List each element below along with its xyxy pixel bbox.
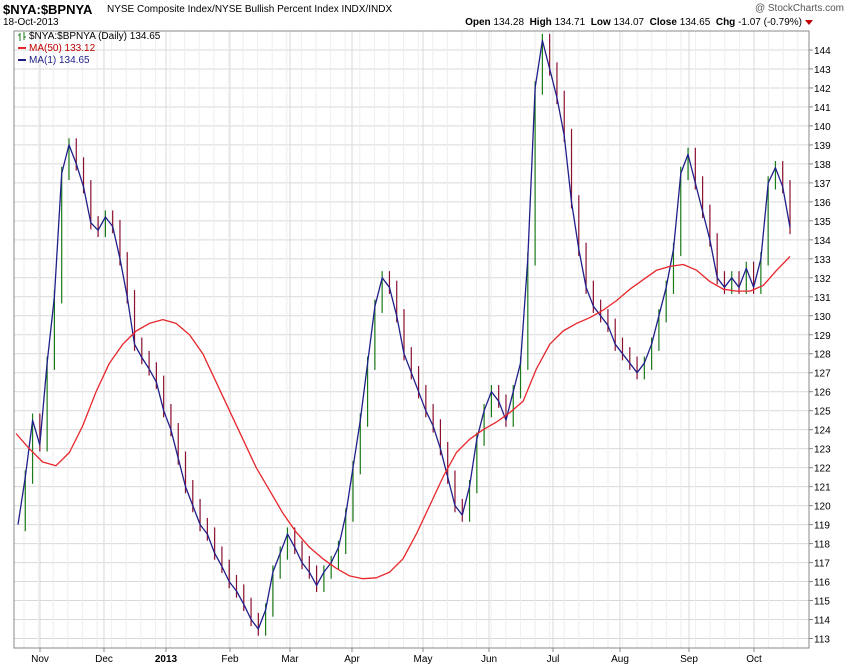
y-tick-label: 121	[814, 483, 831, 494]
y-tick-label: 138	[814, 160, 831, 171]
x-tick-label: Aug	[611, 654, 629, 665]
brand-watermark[interactable]: @ StockCharts.com	[754, 3, 844, 14]
open-label: Open	[465, 17, 491, 28]
low-label: Low	[590, 17, 611, 28]
x-tick-label: Jun	[481, 654, 497, 665]
x-tick-label: Sep	[680, 654, 698, 665]
close-label: Close	[649, 17, 677, 28]
y-tick-label: 118	[814, 540, 830, 551]
x-tick-label: Mar	[281, 654, 299, 665]
ohlc-bar-icon	[18, 31, 27, 41]
ohlc-readout: Open 134.28 High 134.71 Low 134.07 Close…	[465, 17, 813, 28]
y-tick-label: 116	[814, 578, 830, 589]
low-value: 134.07	[613, 17, 645, 28]
y-tick-label: 115	[814, 597, 830, 608]
series-lines	[15, 39, 791, 630]
y-tick-label: 113	[814, 635, 830, 646]
y-tick-label: 123	[814, 445, 831, 456]
ma1-line	[17, 39, 791, 630]
legend-ma50-label: MA(50) 133.12	[29, 43, 96, 54]
y-tick-label: 139	[814, 141, 831, 152]
x-tick-label: Oct	[746, 654, 762, 665]
down-arrow-icon	[805, 19, 813, 25]
y-tick-label: 141	[814, 103, 831, 114]
y-tick-label: 126	[814, 388, 831, 399]
y-tick-label: 133	[814, 255, 831, 266]
x-tick-label: Nov	[31, 654, 49, 665]
y-tick-label: 114	[814, 616, 830, 627]
chg-label: Chg	[715, 17, 736, 28]
ma50-swatch	[18, 47, 26, 50]
chg-value: -1.07 (-0.79%)	[738, 17, 802, 28]
close-value: 134.65	[679, 17, 711, 28]
x-tick-label: 2013	[155, 654, 178, 665]
y-tick-label: 144	[814, 46, 831, 57]
y-tick-label: 134	[814, 236, 831, 247]
chart-header: $NYA:$BPNYA NYSE Composite Index/NYSE Bu…	[0, 0, 850, 32]
y-tick-label: 137	[814, 179, 831, 190]
y-tick-label: 125	[814, 407, 831, 418]
y-tick-label: 122	[814, 464, 831, 475]
y-tick-label: 130	[814, 312, 831, 323]
ma1-swatch	[18, 59, 26, 62]
y-tick-label: 120	[814, 502, 831, 513]
y-tick-label: 117	[814, 559, 830, 570]
y-tick-label: 127	[814, 369, 831, 380]
y-tick-label: 128	[814, 350, 831, 361]
y-tick-label: 119	[814, 521, 830, 532]
high-label: High	[529, 17, 552, 28]
x-axis: Nov Dec 2013 Feb Mar Apr May Jun Jul Aug Sep Oct	[31, 648, 762, 665]
x-tick-label: Feb	[221, 654, 239, 665]
y-tick-label: 142	[814, 84, 831, 95]
x-tick-label: Dec	[95, 654, 113, 665]
y-tick-label: 124	[814, 426, 831, 437]
legend-price-label: $NYA:$BPNYA (Daily) 134.65	[29, 31, 161, 42]
y-axis: 113 114 115 116 117 118 119 120 121 122 123 124 125 1…	[809, 46, 831, 646]
legend-ma50: MA(50) 133.12	[18, 43, 160, 55]
y-tick-label: 135	[814, 217, 831, 228]
chart-description: NYSE Composite Index/NYSE Bullish Percen…	[107, 4, 393, 15]
chart-date: 18-Oct-2013	[3, 17, 59, 28]
legend-ma1: MA(1) 134.65	[18, 55, 160, 67]
chart-symbol: $NYA:$BPNYA	[3, 2, 93, 17]
x-tick-label: Jul	[547, 654, 560, 665]
legend-price: $NYA:$BPNYA (Daily) 134.65	[18, 31, 160, 43]
high-value: 134.71	[554, 17, 586, 28]
chart-legend: $NYA:$BPNYA (Daily) 134.65 MA(50) 133.12…	[18, 31, 160, 67]
x-tick-label: May	[414, 654, 433, 665]
open-value: 134.28	[493, 17, 525, 28]
y-tick-label: 140	[814, 122, 831, 133]
y-tick-label: 143	[814, 65, 831, 76]
plot-frame	[13, 30, 810, 649]
legend-ma1-label: MA(1) 134.65	[29, 55, 90, 66]
ma50-line	[15, 256, 791, 580]
y-tick-label: 129	[814, 331, 831, 342]
chart-grid	[14, 31, 809, 648]
y-tick-label: 136	[814, 198, 831, 209]
y-tick-label: 132	[814, 274, 831, 285]
y-tick-label: 131	[814, 293, 831, 304]
x-tick-label: Apr	[344, 654, 360, 665]
